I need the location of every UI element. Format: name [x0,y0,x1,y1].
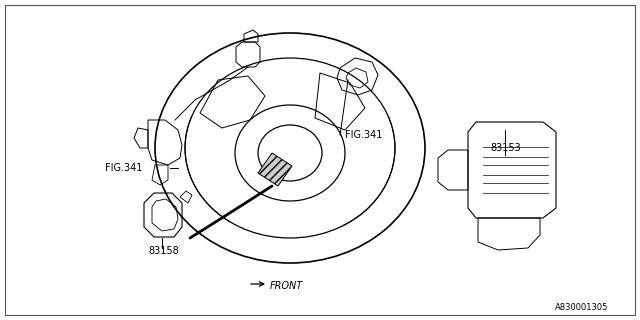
Polygon shape [258,153,292,186]
Text: FIG.341: FIG.341 [345,130,382,140]
Text: FRONT: FRONT [270,281,303,291]
Text: 83153: 83153 [490,143,521,153]
Text: FIG.341: FIG.341 [105,163,142,173]
Text: A830001305: A830001305 [555,302,608,311]
Text: 83158: 83158 [148,246,179,256]
